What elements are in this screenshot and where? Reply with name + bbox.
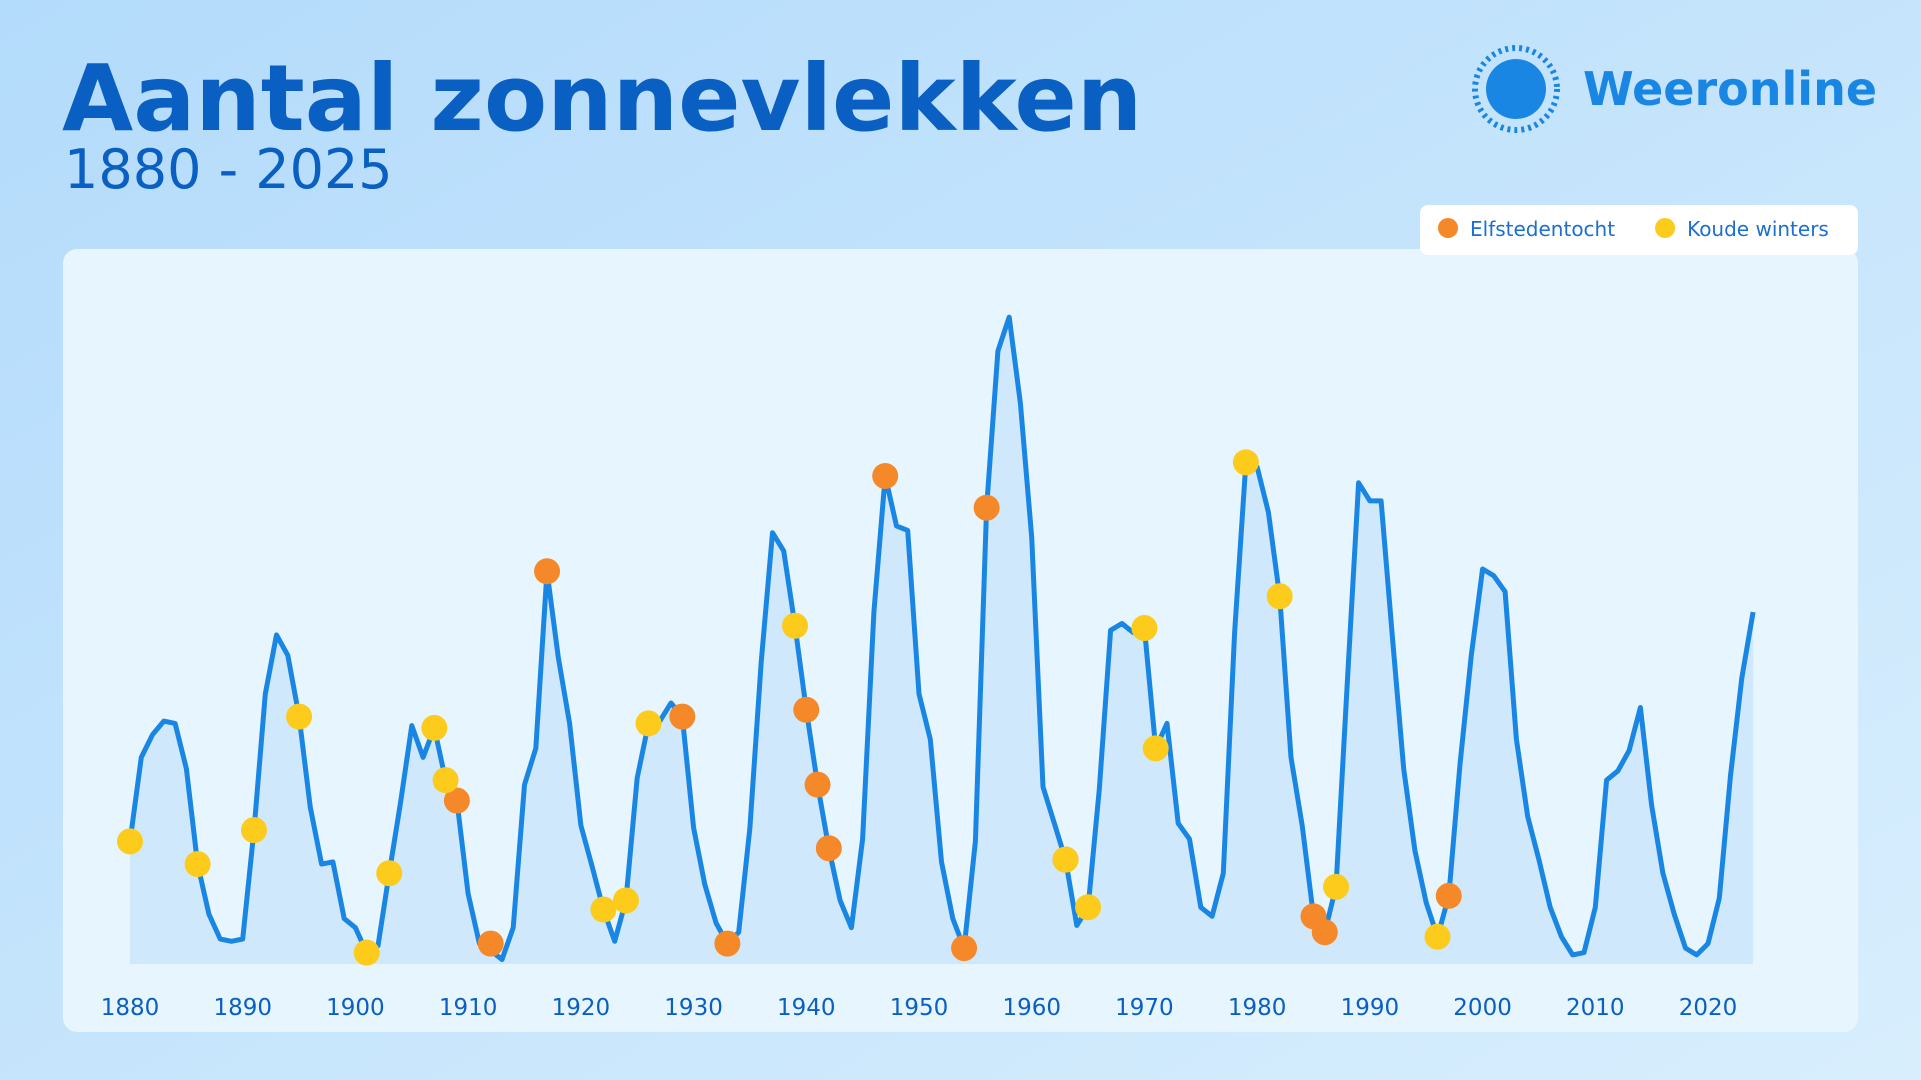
area — [130, 317, 1754, 965]
logo — [1472, 45, 1560, 133]
event-marker — [714, 930, 741, 957]
event-marker — [534, 558, 561, 585]
legend-label: Koude winters — [1687, 217, 1829, 241]
event-marker — [590, 896, 617, 923]
x-tick-label: 1980 — [1228, 995, 1287, 1021]
event-marker — [669, 703, 696, 730]
event-marker — [872, 462, 899, 489]
x-tick-label: 2000 — [1453, 995, 1512, 1021]
x-tick-label: 1940 — [777, 995, 836, 1021]
x-tick-label: 1910 — [439, 995, 498, 1021]
x-tick-label: 1890 — [213, 995, 272, 1021]
event-marker — [1323, 873, 1350, 900]
x-tick-label: 1930 — [664, 995, 723, 1021]
legend-box — [1420, 205, 1858, 255]
event-marker — [804, 771, 831, 798]
x-tick-label: 2010 — [1566, 995, 1625, 1021]
legend-label: Elfstedentocht — [1470, 217, 1615, 241]
chart-subtitle: 1880 - 2025 — [64, 138, 393, 201]
x-tick-label: 1990 — [1341, 995, 1400, 1021]
event-marker — [793, 696, 820, 723]
event-marker — [1052, 846, 1079, 873]
event-marker — [973, 494, 1000, 521]
x-tick-label: 1960 — [1002, 995, 1061, 1021]
event-marker — [635, 710, 662, 737]
event-marker — [1131, 615, 1158, 642]
event-marker — [951, 935, 978, 962]
event-marker — [1435, 882, 1462, 909]
event-marker — [353, 939, 380, 966]
logo-sun — [1486, 59, 1546, 119]
event-marker — [443, 787, 470, 814]
x-tick-label: 1880 — [101, 995, 160, 1021]
event-marker — [421, 714, 448, 741]
event-marker — [477, 930, 504, 957]
logo-ring — [1472, 45, 1560, 133]
event-marker — [1311, 919, 1338, 946]
event-marker — [1232, 449, 1259, 476]
legend-swatch — [1655, 218, 1676, 238]
event-marker — [1424, 923, 1451, 950]
event-marker — [612, 887, 639, 914]
event-marker — [815, 835, 842, 862]
x-tick-label: 2020 — [1679, 995, 1738, 1021]
chart-title: Aantal zonnevlekken — [62, 45, 1142, 152]
x-tick-label: 1970 — [1115, 995, 1174, 1021]
event-marker — [1266, 583, 1293, 610]
event-marker — [1142, 735, 1169, 762]
event-marker — [376, 860, 403, 887]
event-marker — [240, 817, 267, 844]
line — [127, 314, 1756, 962]
event-marker — [117, 828, 143, 855]
event-marker — [782, 612, 809, 639]
event-marker — [184, 851, 211, 878]
event-marker — [432, 767, 459, 794]
event-marker — [286, 703, 313, 730]
x-tick-label: 1920 — [552, 995, 611, 1021]
legend-swatch — [1438, 218, 1458, 238]
brand-name: Weeronline — [1583, 62, 1877, 116]
x-tick-label: 1950 — [890, 995, 949, 1021]
event-marker — [1075, 894, 1102, 921]
x-tick-label: 1900 — [326, 995, 385, 1021]
